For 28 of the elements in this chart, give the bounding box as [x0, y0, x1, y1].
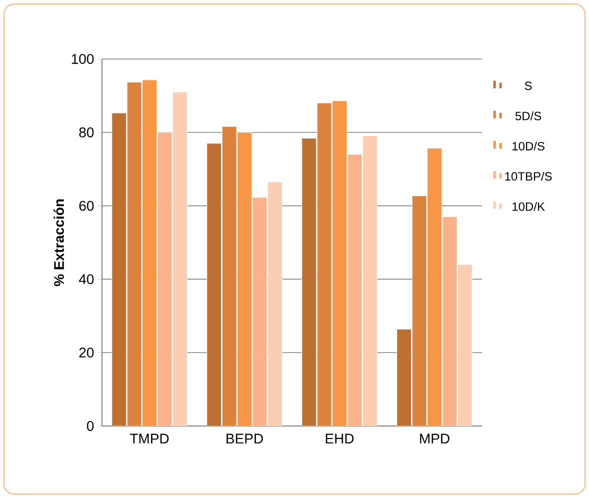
y-tick-label: 80	[79, 127, 94, 138]
legend-label: 5D/S	[515, 111, 542, 120]
x-tick-label: TMPD	[130, 434, 169, 444]
y-axis-title: % Extracción	[54, 199, 64, 286]
bar	[412, 196, 427, 426]
y-tick-label: 60	[79, 200, 94, 211]
bar	[112, 112, 127, 426]
x-tick-label: MPD	[420, 434, 450, 444]
y-tick-label: 40	[78, 274, 94, 284]
bar	[362, 135, 378, 426]
bar	[302, 138, 317, 426]
y-tick-label: 100	[72, 54, 94, 64]
bar	[396, 328, 412, 426]
y-tick-label: 0	[86, 421, 94, 431]
legend-label: 10D/S	[512, 142, 544, 150]
bar	[316, 102, 332, 426]
bar	[457, 264, 472, 426]
bar	[267, 182, 282, 426]
bar	[172, 92, 188, 426]
bar	[222, 126, 237, 426]
legend-label: S	[524, 82, 532, 90]
bar	[126, 82, 142, 426]
y-tick-label: 20	[79, 348, 94, 358]
bar	[206, 143, 222, 426]
legend-label: 10TBP/S	[505, 172, 552, 181]
legend-label: 10D/K	[512, 202, 545, 211]
x-tick-label: BEPD	[226, 434, 263, 444]
x-tick-label: EHD	[326, 434, 354, 444]
